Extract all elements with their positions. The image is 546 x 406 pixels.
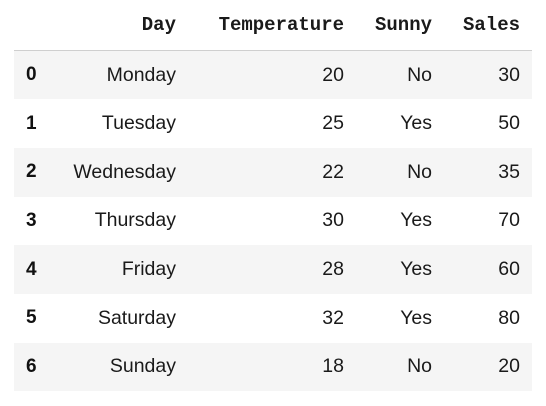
row-index: 6 bbox=[26, 355, 37, 377]
header-row: Day Temperature Sunny Sales bbox=[14, 0, 532, 51]
cell-temperature: 25 bbox=[322, 112, 344, 135]
cell-day: Sunday bbox=[109, 355, 176, 378]
cell-temperature: 22 bbox=[322, 160, 344, 183]
column-header-temperature: Temperature bbox=[188, 0, 356, 51]
cell-day: Monday bbox=[106, 63, 176, 86]
cell-temperature: 32 bbox=[322, 306, 344, 329]
column-header-sales: Sales bbox=[444, 0, 532, 51]
table-row: 6 Sunday 18 No 20 bbox=[14, 342, 532, 392]
cell-sunny: Yes bbox=[400, 209, 432, 232]
table-row: 3 Thursday 30 Yes 70 bbox=[14, 196, 532, 246]
table-row: 1 Tuesday 25 Yes 50 bbox=[14, 99, 532, 148]
cell-sunny: Yes bbox=[400, 258, 432, 281]
cell-temperature: 20 bbox=[322, 63, 344, 86]
cell-sales: 60 bbox=[498, 258, 520, 281]
cell-sales: 35 bbox=[498, 160, 520, 183]
cell-day: Thursday bbox=[94, 209, 176, 232]
cell-sales: 80 bbox=[498, 306, 520, 329]
cell-day: Tuesday bbox=[101, 112, 176, 135]
row-index: 3 bbox=[26, 209, 37, 231]
table-row: 2 Wednesday 22 No 35 bbox=[14, 147, 532, 197]
cell-day: Wednesday bbox=[73, 160, 176, 183]
row-index: 2 bbox=[26, 161, 37, 183]
cell-sunny: No bbox=[407, 63, 432, 86]
column-header-day: Day bbox=[54, 0, 188, 51]
cell-day: Friday bbox=[121, 258, 176, 281]
cell-sales: 20 bbox=[498, 355, 520, 378]
dataframe-table: Day Temperature Sunny Sales 0 Monday 20 … bbox=[14, 0, 532, 392]
table-row: 0 Monday 20 No 30 bbox=[14, 50, 532, 100]
cell-sunny: Yes bbox=[400, 112, 432, 135]
cell-sunny: No bbox=[407, 355, 432, 378]
row-index: 0 bbox=[26, 64, 37, 86]
dataframe-output: Day Temperature Sunny Sales 0 Monday 20 … bbox=[14, 0, 532, 392]
row-index: 5 bbox=[26, 307, 37, 329]
cell-sunny: No bbox=[407, 160, 432, 183]
table-row: 5 Saturday 32 Yes 80 bbox=[14, 293, 532, 343]
cell-sales: 50 bbox=[498, 112, 520, 135]
cell-temperature: 28 bbox=[322, 258, 344, 281]
cell-sunny: Yes bbox=[400, 306, 432, 329]
row-index: 4 bbox=[26, 258, 37, 280]
cell-day: Saturday bbox=[97, 306, 176, 329]
cell-sales: 70 bbox=[498, 209, 520, 232]
cell-sales: 30 bbox=[498, 63, 520, 86]
cell-temperature: 30 bbox=[322, 209, 344, 232]
cell-temperature: 18 bbox=[322, 355, 344, 378]
column-header-sunny: Sunny bbox=[356, 0, 444, 51]
index-header bbox=[14, 0, 54, 51]
table-row: 4 Friday 28 Yes 60 bbox=[14, 245, 532, 294]
row-index: 1 bbox=[26, 112, 37, 134]
